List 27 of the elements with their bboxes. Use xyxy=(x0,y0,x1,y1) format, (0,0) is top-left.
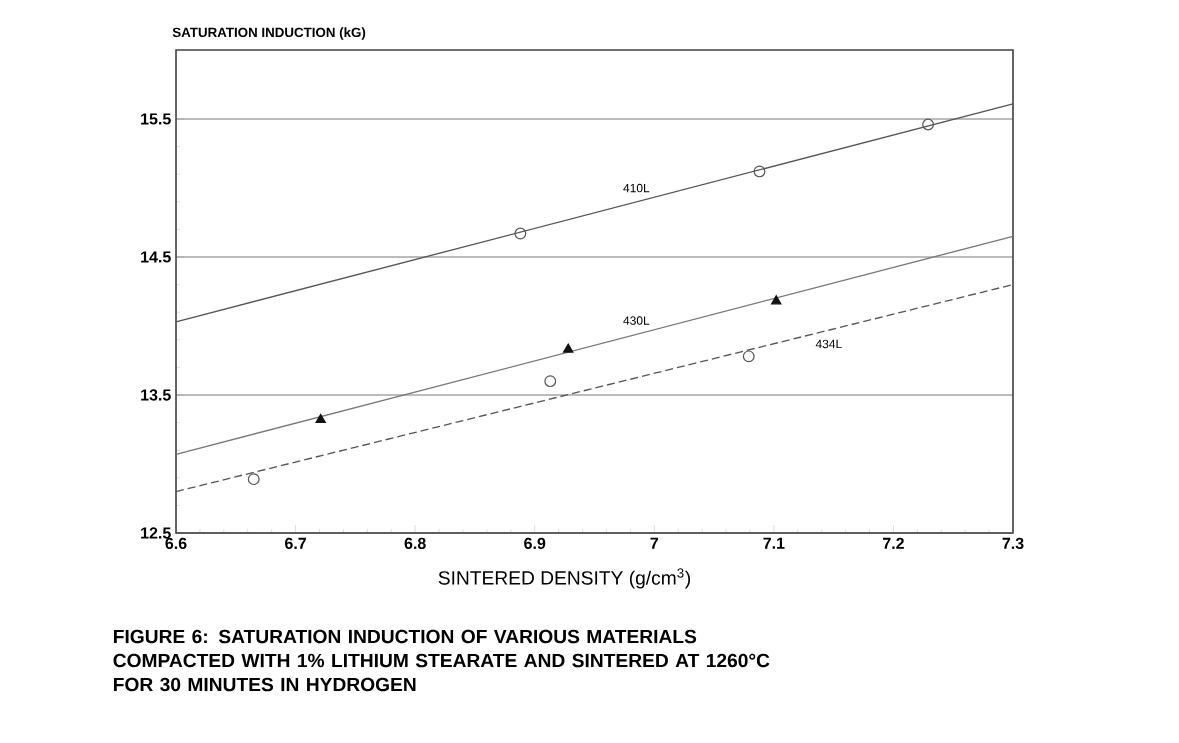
y-axis-title: SATURATION INDUCTION (kG) xyxy=(172,27,366,40)
point xyxy=(753,165,766,178)
x-tick-label: 6.8 xyxy=(404,537,426,550)
point xyxy=(514,227,527,240)
x-axis-title: SINTERED DENSITY (g/cm$^{3}$) xyxy=(438,568,691,589)
y-tick-label: 13.5 xyxy=(141,389,171,401)
point xyxy=(315,413,326,424)
x-tick-label: 6.9 xyxy=(524,537,546,550)
x-tick-label: 7.2 xyxy=(882,537,904,549)
point xyxy=(742,350,755,363)
y-tick-label: 15.5 xyxy=(141,113,171,125)
x-tick-label: 7.3 xyxy=(1002,537,1024,550)
x-tick-label: 6.7 xyxy=(285,537,306,550)
caption: FIGURE 6: SATURATION INDUCTION OF VARIOUS MATERIALS COMPACTED WITH 1% LITHIUM STEARATE AND SINTERED AT 1260°C FOR 30 MINUTES IN HYDROGEN xyxy=(113,629,770,692)
point xyxy=(247,473,260,486)
y-tick-label: 12.5 xyxy=(141,527,171,539)
series-label: 430L xyxy=(623,316,650,325)
x-tick-label: 6.6 xyxy=(165,537,187,550)
x-tick-label: 7.1 xyxy=(763,537,785,549)
point xyxy=(544,375,557,388)
x-tick-label: 7 xyxy=(650,537,659,549)
series-label: 410L xyxy=(623,183,650,193)
point xyxy=(771,295,782,305)
series-label: 434L xyxy=(815,339,842,349)
point xyxy=(562,343,574,353)
point xyxy=(922,118,935,131)
y-tick-label: 14.5 xyxy=(141,251,171,263)
